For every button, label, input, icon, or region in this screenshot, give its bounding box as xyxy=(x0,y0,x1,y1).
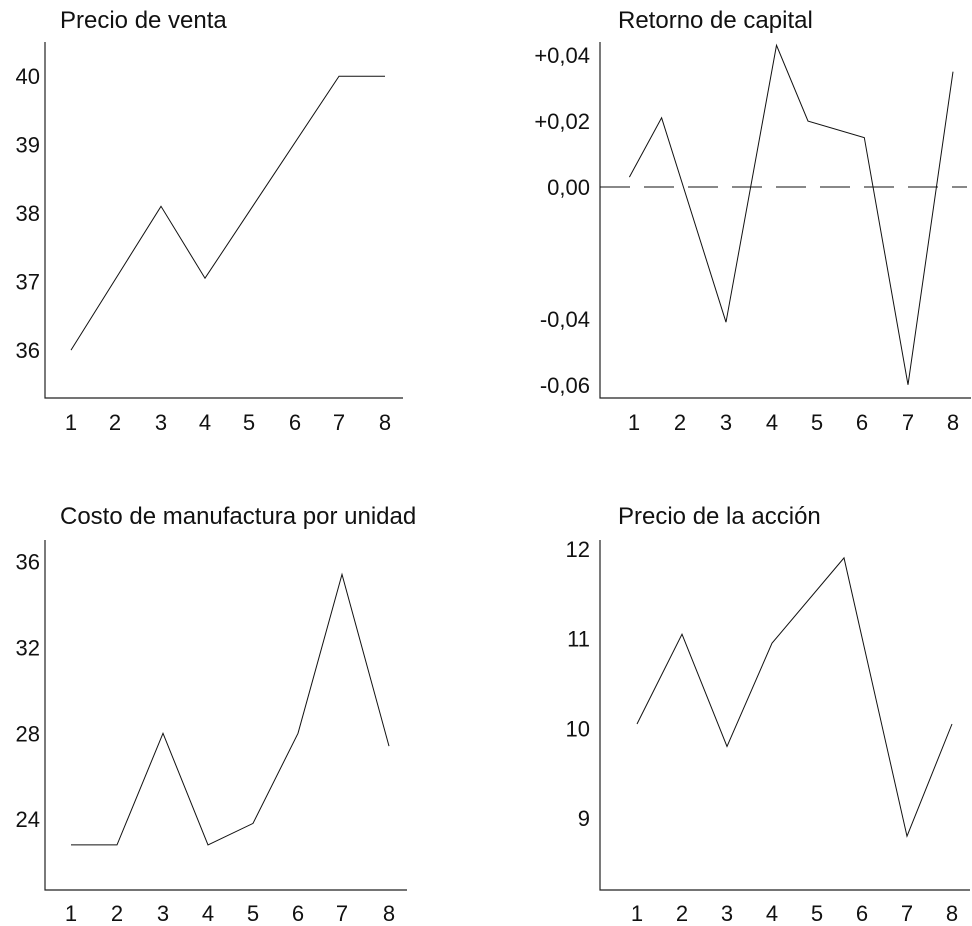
y-tick-label: 37 xyxy=(16,270,40,295)
y-tick-label: 39 xyxy=(16,133,40,158)
x-tick-label: 4 xyxy=(766,410,778,435)
series-line xyxy=(636,556,953,838)
axis-line xyxy=(599,540,970,891)
chart-title: Retorno de capital xyxy=(618,7,813,34)
x-tick-label: 6 xyxy=(289,410,301,435)
series-line xyxy=(70,75,385,351)
x-tick-label: 1 xyxy=(631,901,643,926)
x-tick-label: 1 xyxy=(65,410,77,435)
x-tick-label: 2 xyxy=(674,410,686,435)
y-tick-label: 36 xyxy=(16,338,40,363)
x-tick-label: 6 xyxy=(292,901,304,926)
x-tick-label: 3 xyxy=(157,901,169,926)
y-tick-label: 12 xyxy=(566,537,590,562)
chart-retorno-de-capital: Retorno de capital +0,04 +0,02 0,00 -0,04 -0… xyxy=(534,7,971,435)
x-tick-label: 4 xyxy=(202,901,214,926)
y-tick-label: 10 xyxy=(566,716,590,741)
y-tick-label: 28 xyxy=(16,721,40,746)
x-tick-label: 5 xyxy=(243,410,255,435)
y-tick-label: 24 xyxy=(16,807,40,832)
y-tick-label: 32 xyxy=(16,635,40,660)
x-tick-label: 6 xyxy=(856,410,868,435)
chart-precio-de-venta: Precio de venta 36 37 38 39 40 1 2 3 4 5 6 7 8 xyxy=(16,7,403,435)
y-tick-label: +0,02 xyxy=(534,109,590,134)
chart-costo-de-manufactura: Costo de manufactura por unidad 36322824… xyxy=(16,503,417,926)
x-tick-label: 4 xyxy=(766,901,778,926)
series-line xyxy=(71,572,390,846)
x-tick-label: 1 xyxy=(65,901,77,926)
y-tick-label: 36 xyxy=(16,549,40,574)
chart-title: Costo de manufactura por unidad xyxy=(60,503,416,530)
x-tick-label: 7 xyxy=(333,410,345,435)
x-tick-label: 4 xyxy=(199,410,211,435)
y-tick-label: 9 xyxy=(578,806,590,831)
x-tick-label: 7 xyxy=(902,410,914,435)
x-tick-label: 2 xyxy=(109,410,121,435)
y-tick-label: -0,04 xyxy=(540,307,590,332)
y-tick-label: +0,04 xyxy=(534,43,590,68)
y-tick-label: -0,06 xyxy=(540,373,590,398)
chart-title: Precio de la acción xyxy=(618,503,821,530)
series-line xyxy=(628,43,954,385)
x-tick-label: 1 xyxy=(628,410,640,435)
x-tick-label: 3 xyxy=(721,901,733,926)
axis-line xyxy=(599,42,971,399)
x-tick-label: 8 xyxy=(379,410,391,435)
chart-title: Precio de venta xyxy=(60,7,227,34)
x-tick-label: 6 xyxy=(856,901,868,926)
x-tick-label: 7 xyxy=(901,901,913,926)
y-tick-label: 40 xyxy=(16,64,40,89)
x-tick-label: 5 xyxy=(247,901,259,926)
x-tick-label: 5 xyxy=(811,410,823,435)
x-tick-label: 8 xyxy=(947,410,959,435)
x-tick-label: 7 xyxy=(336,901,348,926)
y-tick-label: 0,00 xyxy=(547,175,590,200)
y-tick-label: 11 xyxy=(567,627,590,652)
x-tick-label: 8 xyxy=(946,901,958,926)
axis-line xyxy=(44,42,403,399)
x-tick-label: 3 xyxy=(720,410,732,435)
x-tick-label: 2 xyxy=(111,901,123,926)
y-tick-label: 38 xyxy=(16,201,40,226)
axis-line xyxy=(44,540,407,891)
x-tick-label: 3 xyxy=(155,410,167,435)
x-tick-label: 8 xyxy=(383,901,395,926)
x-tick-label: 5 xyxy=(811,901,823,926)
x-tick-label: 2 xyxy=(676,901,688,926)
